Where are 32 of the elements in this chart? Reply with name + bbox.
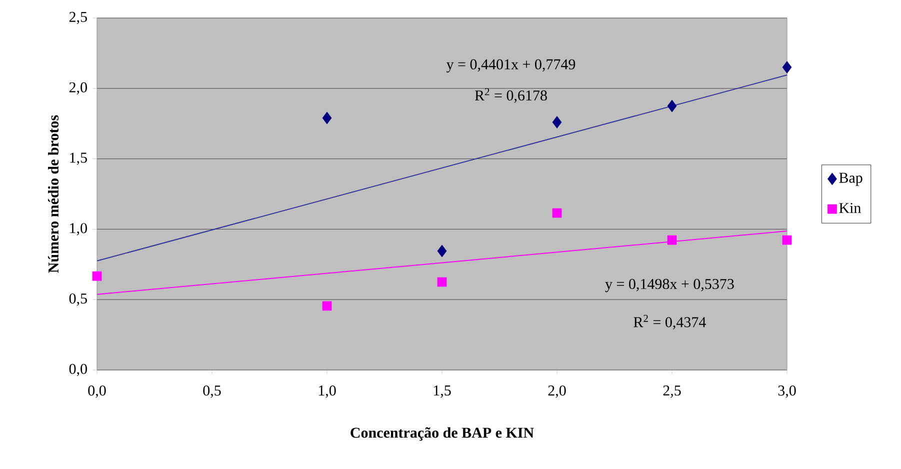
y-tick-label: 2,5 <box>69 12 87 24</box>
x-axis-title: Concentração de BAP e KIN <box>350 427 534 441</box>
annotation: R$^{2}$ = 0,6178 <box>474 88 547 103</box>
y-tick-label: 1,5 <box>70 152 87 165</box>
x-tick-label: 1,0 <box>318 385 336 398</box>
y-tick-label: 2,0 <box>69 82 87 95</box>
point <box>437 244 447 258</box>
point <box>782 235 792 245</box>
point <box>552 208 562 218</box>
point <box>92 271 102 281</box>
y-axis-title: Número médio de brotos <box>48 115 59 273</box>
x-tick-label: 1,5 <box>434 385 451 398</box>
point <box>667 100 677 112</box>
annotation: R$^{2}$ = 0,4374 <box>634 314 706 330</box>
point <box>437 277 447 287</box>
legend-label: Kin <box>839 202 861 213</box>
annotation: y = 0,4401x + 0,7749 <box>446 59 576 72</box>
x-tick-label: 0,0 <box>88 385 106 398</box>
point <box>552 116 562 128</box>
annotation: y = 0,1498x + 0,5373 <box>605 278 734 292</box>
x-tick-label: 3,0 <box>778 385 796 398</box>
x-tick-label: 2,0 <box>548 385 566 398</box>
y-tick-label: 0,0 <box>69 364 87 376</box>
point <box>782 61 792 74</box>
point <box>322 301 332 311</box>
point <box>322 112 332 124</box>
x-tick-label: 2,5 <box>663 385 681 398</box>
x-tick-label: 0,5 <box>203 385 221 398</box>
legend-label: Bap <box>839 172 862 186</box>
y-tick-label: 1,0 <box>70 223 87 236</box>
y-tick-label: 0,5 <box>69 293 87 306</box>
point <box>667 235 677 245</box>
